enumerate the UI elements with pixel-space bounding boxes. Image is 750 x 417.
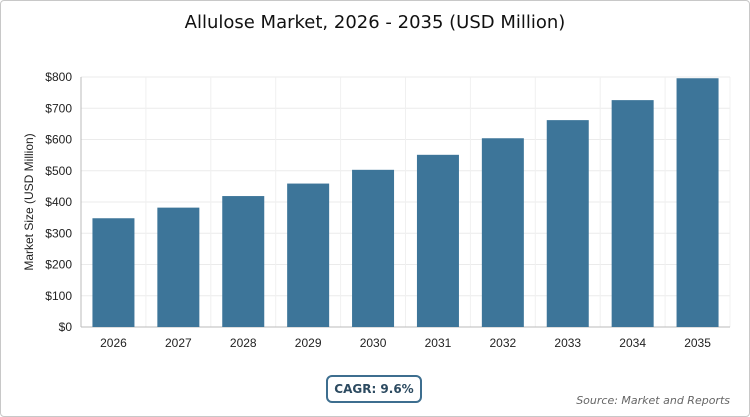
- y-tick-label: $200: [45, 258, 72, 272]
- x-tick-label: 2030: [360, 336, 387, 350]
- y-tick-label: $700: [45, 101, 72, 115]
- x-tick-label: 2028: [230, 336, 257, 350]
- bar-2031: [416, 154, 459, 327]
- x-tick-label: 2032: [489, 336, 516, 350]
- bar-2033: [546, 120, 589, 327]
- cagr-badge: CAGR: 9.6%: [326, 375, 422, 403]
- y-tick-label: $300: [45, 226, 72, 240]
- bar-2026: [92, 218, 135, 327]
- x-tick-label: 2029: [295, 336, 322, 350]
- y-axis-title: Market Size (USD Million): [22, 133, 36, 270]
- bar-2028: [222, 196, 265, 327]
- bar-2029: [287, 183, 330, 327]
- chart-title: Allulose Market, 2026 - 2035 (USD Millio…: [184, 12, 566, 33]
- bar-2035: [676, 78, 719, 327]
- bar-2027: [157, 207, 200, 327]
- bar-2032: [481, 138, 524, 327]
- y-tick-label: $500: [45, 164, 72, 178]
- y-tick-label: $100: [45, 289, 72, 303]
- bar-2030: [352, 169, 395, 327]
- y-tick-label: $0: [59, 320, 73, 334]
- source-note: Source: Market and Reports: [576, 394, 730, 407]
- x-tick-label: 2035: [684, 336, 711, 350]
- x-tick-label: 2031: [425, 336, 452, 350]
- bar-2034: [611, 100, 654, 327]
- y-tick-label: $800: [45, 70, 72, 84]
- x-tick-label: 2033: [554, 336, 581, 350]
- y-tick-label: $600: [45, 133, 72, 147]
- x-tick-label: 2026: [100, 336, 127, 350]
- x-tick-label: 2034: [619, 336, 646, 350]
- x-tick-label: 2027: [165, 336, 192, 350]
- y-tick-label: $400: [45, 195, 72, 209]
